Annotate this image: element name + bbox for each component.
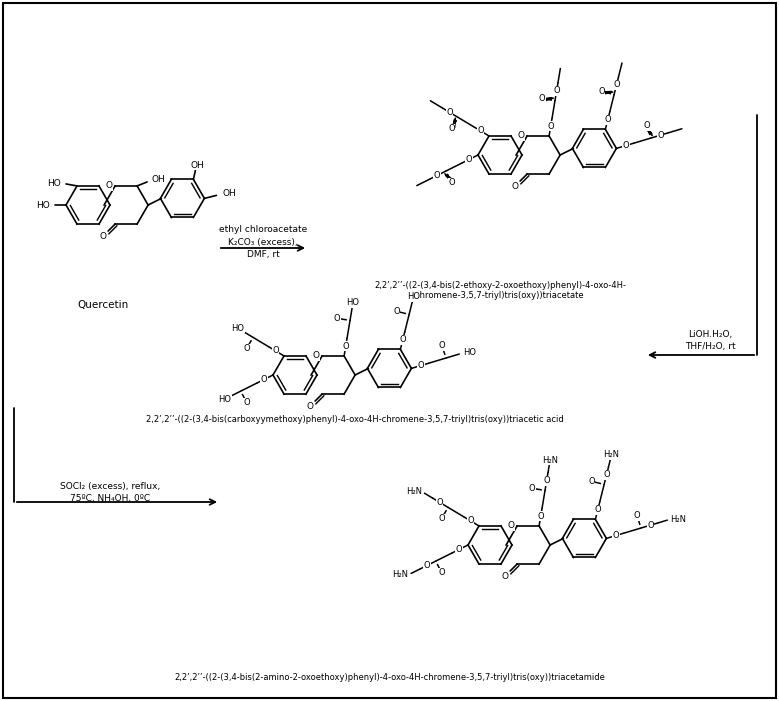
Text: HO: HO — [347, 298, 359, 307]
Text: HO: HO — [464, 348, 476, 358]
Text: OH: OH — [151, 175, 165, 184]
Text: HO: HO — [48, 179, 61, 189]
Text: K₂CO₃ (excess),: K₂CO₃ (excess), — [228, 238, 298, 247]
Text: 75ºC, NH₄OH, 0ºC: 75ºC, NH₄OH, 0ºC — [70, 494, 150, 503]
Text: O: O — [657, 130, 664, 139]
Text: O: O — [594, 505, 601, 515]
Text: O: O — [539, 94, 545, 103]
Text: O: O — [553, 86, 560, 95]
Text: O: O — [418, 361, 425, 370]
Text: O: O — [529, 484, 535, 493]
Text: O: O — [424, 561, 430, 570]
Text: DMF, rt: DMF, rt — [247, 250, 280, 259]
Text: THF/H₂O, rt: THF/H₂O, rt — [685, 343, 735, 351]
Text: O: O — [261, 375, 267, 384]
Text: O: O — [613, 81, 620, 89]
Text: O: O — [647, 521, 654, 530]
Text: O: O — [439, 341, 446, 350]
Text: O: O — [100, 231, 107, 240]
Text: O: O — [603, 470, 610, 479]
Text: O: O — [400, 335, 406, 344]
Text: O: O — [446, 108, 453, 117]
Text: O: O — [456, 545, 463, 554]
Text: Quercetin: Quercetin — [77, 300, 129, 310]
Text: O: O — [543, 476, 550, 485]
Text: LiOH.H₂O,: LiOH.H₂O, — [688, 330, 732, 339]
Text: O: O — [448, 178, 455, 187]
Text: O: O — [508, 522, 515, 531]
Text: O: O — [598, 87, 605, 96]
Text: 2,2’,2’’-((2-(3,4-bis(carboxyymethoxy)phenyl)-4-oxo-4H-chromene-3,5,7-triyl)tris: 2,2’,2’’-((2-(3,4-bis(carboxyymethoxy)ph… — [146, 416, 564, 425]
Text: HO: HO — [37, 200, 50, 210]
Text: O: O — [438, 514, 445, 523]
Text: O: O — [612, 531, 619, 540]
Text: O: O — [243, 344, 250, 353]
Text: O: O — [467, 517, 474, 525]
Text: O: O — [502, 571, 509, 580]
Text: chromene-3,5,7-triyl)tris(oxy))triacetate: chromene-3,5,7-triyl)tris(oxy))triacetat… — [416, 292, 584, 301]
Text: H₂N: H₂N — [604, 450, 619, 459]
Text: O: O — [436, 498, 443, 507]
Text: O: O — [439, 569, 445, 577]
Text: O: O — [448, 124, 455, 133]
Text: H₂N: H₂N — [670, 515, 686, 524]
Text: H₂N: H₂N — [393, 571, 408, 579]
Text: SOCl₂ (excess), reflux,: SOCl₂ (excess), reflux, — [60, 482, 160, 491]
Text: HO: HO — [218, 395, 231, 404]
Text: O: O — [466, 155, 472, 164]
Text: 2,2’,2’’-((2-(3,4-bis(2-amino-2-oxoethoxy)phenyl)-4-oxo-4H-chromene-3,5,7-triyl): 2,2’,2’’-((2-(3,4-bis(2-amino-2-oxoethox… — [174, 674, 605, 683]
Text: O: O — [517, 132, 524, 140]
Text: O: O — [393, 307, 400, 315]
Text: O: O — [478, 126, 484, 135]
Text: O: O — [512, 182, 519, 191]
Text: H₂N: H₂N — [542, 456, 558, 465]
Text: O: O — [434, 171, 440, 180]
Text: O: O — [538, 512, 544, 521]
Text: O: O — [634, 511, 640, 520]
Text: O: O — [343, 341, 349, 350]
Text: O: O — [243, 398, 250, 407]
Text: OH: OH — [222, 189, 236, 198]
Text: 2,2’,2’’-((2-(3,4-bis(2-ethoxy-2-oxoethoxy)phenyl)-4-oxo-4H-: 2,2’,2’’-((2-(3,4-bis(2-ethoxy-2-oxoetho… — [374, 280, 626, 290]
Text: HO: HO — [231, 324, 244, 333]
Text: O: O — [605, 115, 611, 124]
Text: O: O — [105, 182, 112, 191]
Text: H₂N: H₂N — [406, 487, 422, 496]
Text: HO: HO — [407, 292, 420, 301]
Text: O: O — [588, 477, 595, 486]
Text: O: O — [334, 314, 340, 322]
Text: O: O — [272, 346, 279, 355]
Text: O: O — [307, 402, 314, 411]
Text: O: O — [548, 122, 554, 130]
Text: O: O — [643, 121, 650, 130]
Text: O: O — [312, 351, 319, 360]
Text: OH: OH — [191, 161, 204, 170]
Text: ethyl chloroacetate: ethyl chloroacetate — [219, 226, 307, 235]
Text: O: O — [622, 141, 629, 150]
